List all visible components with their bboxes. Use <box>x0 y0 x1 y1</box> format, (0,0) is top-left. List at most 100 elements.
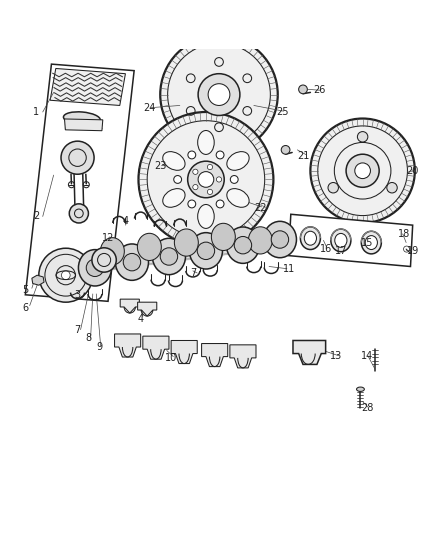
Polygon shape <box>293 341 325 365</box>
Text: 4: 4 <box>138 314 144 324</box>
Circle shape <box>188 200 196 208</box>
Text: 21: 21 <box>298 150 310 160</box>
Text: 7: 7 <box>190 268 196 278</box>
Polygon shape <box>115 334 141 357</box>
Circle shape <box>207 164 212 169</box>
Polygon shape <box>171 341 197 364</box>
Circle shape <box>357 132 368 142</box>
Text: 22: 22 <box>254 203 267 213</box>
Ellipse shape <box>335 233 347 247</box>
Text: 5: 5 <box>22 286 28 295</box>
Ellipse shape <box>160 248 178 265</box>
Circle shape <box>216 177 222 182</box>
Text: 14: 14 <box>361 351 373 361</box>
Ellipse shape <box>227 189 249 207</box>
Text: 11: 11 <box>283 264 295 273</box>
Circle shape <box>138 112 273 247</box>
Polygon shape <box>143 336 169 359</box>
Text: 13: 13 <box>330 351 343 361</box>
Circle shape <box>216 200 224 208</box>
Text: 7: 7 <box>74 325 81 335</box>
Ellipse shape <box>271 231 289 248</box>
Ellipse shape <box>64 112 100 125</box>
Ellipse shape <box>357 387 364 391</box>
Polygon shape <box>32 275 44 285</box>
Polygon shape <box>289 214 413 266</box>
Ellipse shape <box>226 227 259 263</box>
Ellipse shape <box>361 231 381 254</box>
Text: 20: 20 <box>406 166 419 176</box>
Circle shape <box>299 85 307 94</box>
Circle shape <box>230 175 238 183</box>
Circle shape <box>193 169 198 174</box>
Circle shape <box>61 141 94 174</box>
Circle shape <box>188 151 196 159</box>
Polygon shape <box>230 345 256 368</box>
Circle shape <box>174 175 182 183</box>
Circle shape <box>328 182 339 193</box>
Ellipse shape <box>78 249 112 286</box>
Polygon shape <box>120 299 139 313</box>
Polygon shape <box>201 344 228 367</box>
Ellipse shape <box>263 221 297 258</box>
Circle shape <box>69 204 88 223</box>
Circle shape <box>193 184 198 190</box>
Text: 9: 9 <box>96 342 102 352</box>
Text: 17: 17 <box>335 246 347 256</box>
Ellipse shape <box>331 229 351 252</box>
Ellipse shape <box>198 131 214 155</box>
Ellipse shape <box>197 242 215 260</box>
Ellipse shape <box>248 227 272 254</box>
Ellipse shape <box>212 223 235 251</box>
Text: 12: 12 <box>102 233 114 243</box>
Text: 16: 16 <box>319 244 332 254</box>
Circle shape <box>92 248 116 272</box>
Ellipse shape <box>86 259 104 277</box>
Ellipse shape <box>152 238 185 274</box>
Text: 23: 23 <box>154 161 166 172</box>
Ellipse shape <box>365 236 378 249</box>
Text: 10: 10 <box>165 353 177 363</box>
Ellipse shape <box>300 227 321 249</box>
Circle shape <box>61 271 70 279</box>
Ellipse shape <box>189 232 223 269</box>
Ellipse shape <box>234 237 252 254</box>
Circle shape <box>198 74 240 116</box>
Polygon shape <box>25 64 134 301</box>
Ellipse shape <box>174 229 198 256</box>
Text: 2: 2 <box>33 212 39 221</box>
Circle shape <box>198 172 214 187</box>
Circle shape <box>160 36 278 154</box>
Circle shape <box>216 151 224 159</box>
Circle shape <box>208 84 230 106</box>
Text: 18: 18 <box>398 229 410 239</box>
Polygon shape <box>64 119 103 131</box>
Circle shape <box>346 154 379 187</box>
Text: 19: 19 <box>406 246 419 256</box>
Polygon shape <box>50 68 125 106</box>
Circle shape <box>207 189 212 195</box>
Circle shape <box>387 182 397 193</box>
Ellipse shape <box>198 205 214 229</box>
Circle shape <box>311 118 415 223</box>
Text: 4: 4 <box>122 216 128 226</box>
Ellipse shape <box>163 189 185 207</box>
Text: 3: 3 <box>74 290 81 300</box>
Text: 25: 25 <box>276 107 288 117</box>
Ellipse shape <box>227 151 249 170</box>
Ellipse shape <box>116 244 148 280</box>
Polygon shape <box>138 302 157 316</box>
Text: 24: 24 <box>143 103 155 112</box>
Ellipse shape <box>138 233 161 261</box>
Text: 28: 28 <box>361 403 373 413</box>
Circle shape <box>39 248 93 302</box>
Circle shape <box>355 163 371 179</box>
Text: 15: 15 <box>361 238 373 247</box>
Ellipse shape <box>123 254 141 271</box>
Text: 6: 6 <box>22 303 28 313</box>
Text: 26: 26 <box>313 85 325 95</box>
Circle shape <box>281 146 290 154</box>
Text: 8: 8 <box>85 333 92 343</box>
Ellipse shape <box>304 231 317 245</box>
Ellipse shape <box>100 238 124 265</box>
